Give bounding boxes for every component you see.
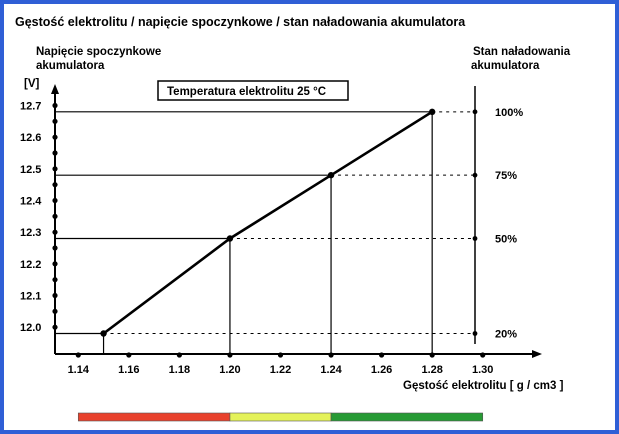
- y-tick-dot: [52, 198, 57, 203]
- x-tick-dot: [76, 352, 81, 357]
- x-tick-label: 1.26: [371, 364, 392, 376]
- y-tick-dot: [52, 325, 57, 330]
- x-axis-arrow: [532, 350, 542, 358]
- x-tick-label: 1.16: [118, 364, 139, 376]
- x-tick-dot: [379, 352, 384, 357]
- x-tick-label: 1.30: [472, 364, 493, 376]
- x-tick-label: 1.20: [219, 364, 240, 376]
- y-minor-tick-dot: [52, 214, 57, 219]
- series-line: [104, 112, 433, 334]
- y-tick-label: 12.5: [20, 164, 41, 176]
- y-tick-label: 12.7: [20, 101, 41, 113]
- y-minor-tick-dot: [52, 182, 57, 187]
- annotation-text: Temperatura elektrolitu 25 °C: [167, 86, 326, 98]
- charge-label: 100%: [495, 107, 523, 119]
- right-axis-dot: [473, 236, 478, 241]
- series-point: [328, 172, 334, 178]
- y-tick-label: 12.2: [20, 259, 41, 271]
- y-tick-dot: [52, 135, 57, 140]
- color-bar-segment: [78, 413, 230, 421]
- y-tick-dot: [52, 230, 57, 235]
- x-tick-label: 1.18: [169, 364, 190, 376]
- y-tick-dot: [52, 261, 57, 266]
- x-tick-label: 1.14: [68, 364, 90, 376]
- x-tick-label: 1.24: [320, 364, 342, 376]
- y-tick-label: 12.3: [20, 227, 41, 239]
- right-axis-label-line-2: akumulatora: [471, 60, 540, 72]
- y-axis-unit: [V]: [24, 78, 40, 90]
- series-point: [100, 330, 106, 336]
- y-minor-tick-dot: [52, 245, 57, 250]
- y-tick-dot: [52, 293, 57, 298]
- color-bar-segment: [230, 413, 331, 421]
- chart-title: Gęstość elektrolitu / napięcie spoczynko…: [15, 15, 466, 29]
- charge-label: 20%: [495, 329, 517, 341]
- y-tick-dot: [52, 166, 57, 171]
- charge-label: 75%: [495, 170, 517, 182]
- y-axis-label-line-1: Napięcie spoczynkowe: [36, 46, 161, 58]
- x-tick-dot: [126, 352, 131, 357]
- series-point: [429, 109, 435, 115]
- y-minor-tick-dot: [52, 309, 57, 314]
- y-tick-dot: [52, 103, 57, 108]
- y-axis-label-line-2: akumulatora: [36, 60, 105, 72]
- y-tick-label: 12.6: [20, 132, 41, 144]
- chart: Gęstość elektrolitu / napięcie spoczynko…: [8, 8, 619, 434]
- charge-label: 50%: [495, 234, 517, 246]
- y-minor-tick-dot: [52, 119, 57, 124]
- right-axis-dot: [473, 331, 478, 336]
- x-tick-label: 1.22: [270, 364, 291, 376]
- color-bar-segment: [331, 413, 483, 421]
- right-axis-dot: [473, 109, 478, 114]
- right-axis-dot: [473, 173, 478, 178]
- x-tick-label: 1.28: [421, 364, 442, 376]
- x-tick-dot: [177, 352, 182, 357]
- x-tick-dot: [480, 352, 485, 357]
- right-axis-label-line-1: Stan naładowania: [473, 46, 571, 58]
- y-tick-label: 12.1: [20, 291, 41, 303]
- y-minor-tick-dot: [52, 150, 57, 155]
- x-axis-label: Gęstość elektrolitu [ g / cm3 ]: [403, 380, 564, 392]
- y-minor-tick-dot: [52, 277, 57, 282]
- y-tick-label: 12.4: [20, 196, 42, 208]
- series-point: [227, 235, 233, 241]
- y-tick-label: 12.0: [20, 322, 41, 334]
- y-axis-arrow: [51, 84, 59, 94]
- x-tick-dot: [278, 352, 283, 357]
